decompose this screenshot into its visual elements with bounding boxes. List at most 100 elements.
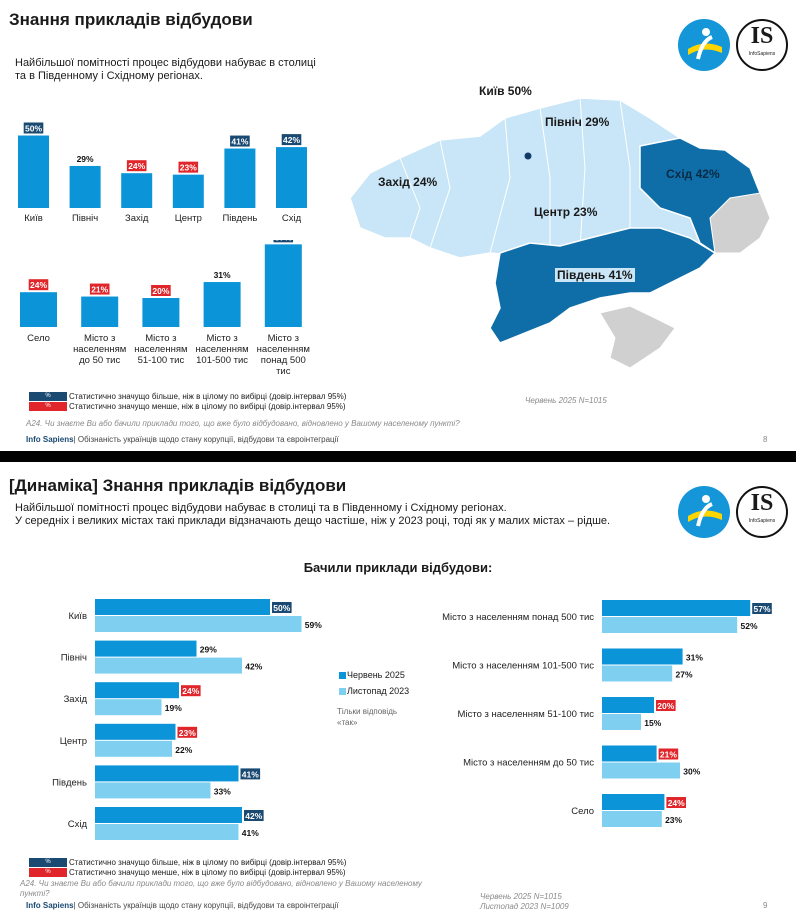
value-label-nov: 15% [644, 718, 661, 728]
bar-nov-2023 [95, 740, 172, 757]
settlement-value-label-badge [273, 240, 294, 243]
region-category-label: Північ [72, 213, 98, 224]
value-label-jun-badge [244, 810, 264, 821]
value-label-jun-badge [272, 602, 292, 613]
region-category-label: Південь [222, 213, 257, 224]
region-bar [224, 148, 256, 208]
legend-note: Тільки відповідь «так» [337, 707, 398, 727]
settlement-bar [203, 282, 241, 327]
region-value-label: 50% [25, 124, 42, 134]
settlement-value-label-badge [28, 279, 49, 291]
category-label: Північ [61, 653, 87, 664]
legend-higher-text: Статистично значущо більше, ніж в цілому… [69, 392, 347, 401]
region-value-label-badge [23, 122, 44, 134]
settlement-category-label: понад 500 [261, 355, 306, 366]
region-value-label: 41% [231, 137, 248, 147]
region-value-label-badge [230, 135, 250, 147]
settlement-category-label: тис [276, 366, 291, 377]
dynamics-settlement-chart: 57% 52% Місто з населенням понад 500 тис 31… [442, 600, 772, 827]
settlement-category-label: 101-500 тис [196, 355, 248, 366]
bar-jun-2025 [602, 600, 751, 616]
map-label-east: Схід 42% [666, 167, 720, 181]
legend-lower-text: Статистично значущо менше, ніж в цілому … [69, 868, 346, 877]
sample-line-1: Червень 2025 N=1015 [480, 892, 562, 901]
value-label-nov: 23% [665, 815, 682, 825]
value-label-jun-badge [658, 748, 679, 760]
settlement-category-label: населенням [195, 344, 248, 355]
slide-subtitle: Найбільшої помітності процес відбудови н… [15, 57, 316, 82]
bar-nov-2023 [602, 762, 680, 779]
infosapiens-logo-icon: IS InfoSapiens [736, 486, 788, 538]
bar-nov-2023 [602, 811, 662, 827]
chart-title: Бачили приклади відбудови: [303, 560, 493, 575]
region-category-label: Захід [125, 213, 149, 224]
page-number: 9 [763, 901, 768, 910]
settlement-value-label: 24% [30, 280, 47, 290]
region-value-label: 23% [180, 163, 197, 173]
region-category-label: Центр [175, 213, 202, 224]
settlement-category-label: населенням [73, 344, 126, 355]
region-category-label: Київ [24, 213, 43, 224]
region-bar [69, 165, 101, 208]
legend-swatch-higher: % [29, 858, 67, 867]
settlement-category-label: населенням [257, 344, 310, 355]
region-value-label-badge [126, 160, 147, 172]
map-label-kyiv: Київ 50% [479, 84, 532, 98]
settlement-category-label: населенням [134, 344, 187, 355]
value-label-nov: 33% [214, 786, 231, 796]
brand-logo-icon [678, 486, 730, 538]
map-label-center: Центр 23% [534, 205, 598, 219]
value-label-nov: 42% [245, 662, 262, 672]
map-occupied-east [709, 192, 771, 254]
value-label-jun: 20% [657, 701, 674, 711]
settlement-value-label-badge [151, 285, 171, 296]
settlement-bar [81, 296, 119, 327]
settlement-category-label: Село [27, 333, 50, 344]
bar-nov-2023 [95, 616, 302, 632]
legend-nov-text: Листопад 2023 [347, 686, 410, 696]
sample-note: Червень 2025 N=1015 Листопад 2023 N=1009 [480, 892, 569, 912]
settlement-category-label: Місто з [268, 333, 299, 344]
page-number: 8 [763, 435, 768, 444]
map-oblast-borders [399, 97, 631, 263]
value-label-jun: 24% [182, 686, 199, 696]
dynamics-regions-chart: 50% 59% Київ 29% 42% Північ 24%19% Захід 23% 22% Ц… [52, 599, 322, 840]
category-label: Київ [68, 611, 87, 622]
slide-title: [Динаміка] Знання прикладів відбудови [9, 476, 347, 495]
footer-brand: Info Sapiens [26, 435, 74, 444]
map-crimea [599, 305, 676, 369]
settlement-value-label: 57% [275, 240, 292, 242]
value-label-jun-badge [181, 685, 201, 697]
region-bar [121, 173, 153, 208]
region-value-label-badge [281, 134, 302, 146]
legend-higher-text: Статистично значущо більше, ніж в цілому… [69, 858, 347, 867]
value-label-jun: 57% [753, 604, 770, 614]
category-label: Село [571, 806, 594, 817]
legend-swatch-higher: % [29, 392, 67, 401]
regions-bar-chart: 50% Київ 29% Північ 24% Захід 23% Центр 41% Півде… [18, 122, 307, 224]
subtitle-line-1: Найбільшої помітності процес відбудови н… [15, 502, 507, 514]
subtitle-line-2: У середніх і великих містах такі приклад… [15, 515, 611, 527]
slide-divider [0, 451, 796, 462]
settlement-value-label: 21% [91, 285, 108, 295]
region-bar [18, 135, 49, 208]
value-label-jun: 29% [200, 645, 217, 655]
value-label-nov: 19% [165, 703, 182, 713]
footer-text: | Обізнаність українців щодо стану коруп… [73, 435, 339, 444]
sample-line-2: Листопад 2023 N=1009 [480, 902, 569, 911]
value-label-nov: 30% [683, 767, 700, 777]
legend-nov-swatch [339, 688, 346, 695]
legend-jun-swatch [339, 672, 346, 679]
value-label-jun: 31% [686, 653, 703, 663]
bar-jun-2025 [602, 745, 657, 762]
category-label: Місто з населенням до 50 тис [463, 758, 594, 769]
region-category-label: Схід [282, 213, 302, 224]
region-bar [172, 174, 204, 208]
region-bar [276, 147, 307, 208]
slide-9: [Динаміка] Знання прикладів відбудови На… [0, 462, 796, 912]
region-value-label-badge [178, 161, 199, 173]
slide-subtitle: Найбільшої помітності процес відбудови н… [15, 502, 635, 528]
value-label-jun-badge [752, 603, 772, 614]
bar-jun-2025 [95, 765, 239, 782]
